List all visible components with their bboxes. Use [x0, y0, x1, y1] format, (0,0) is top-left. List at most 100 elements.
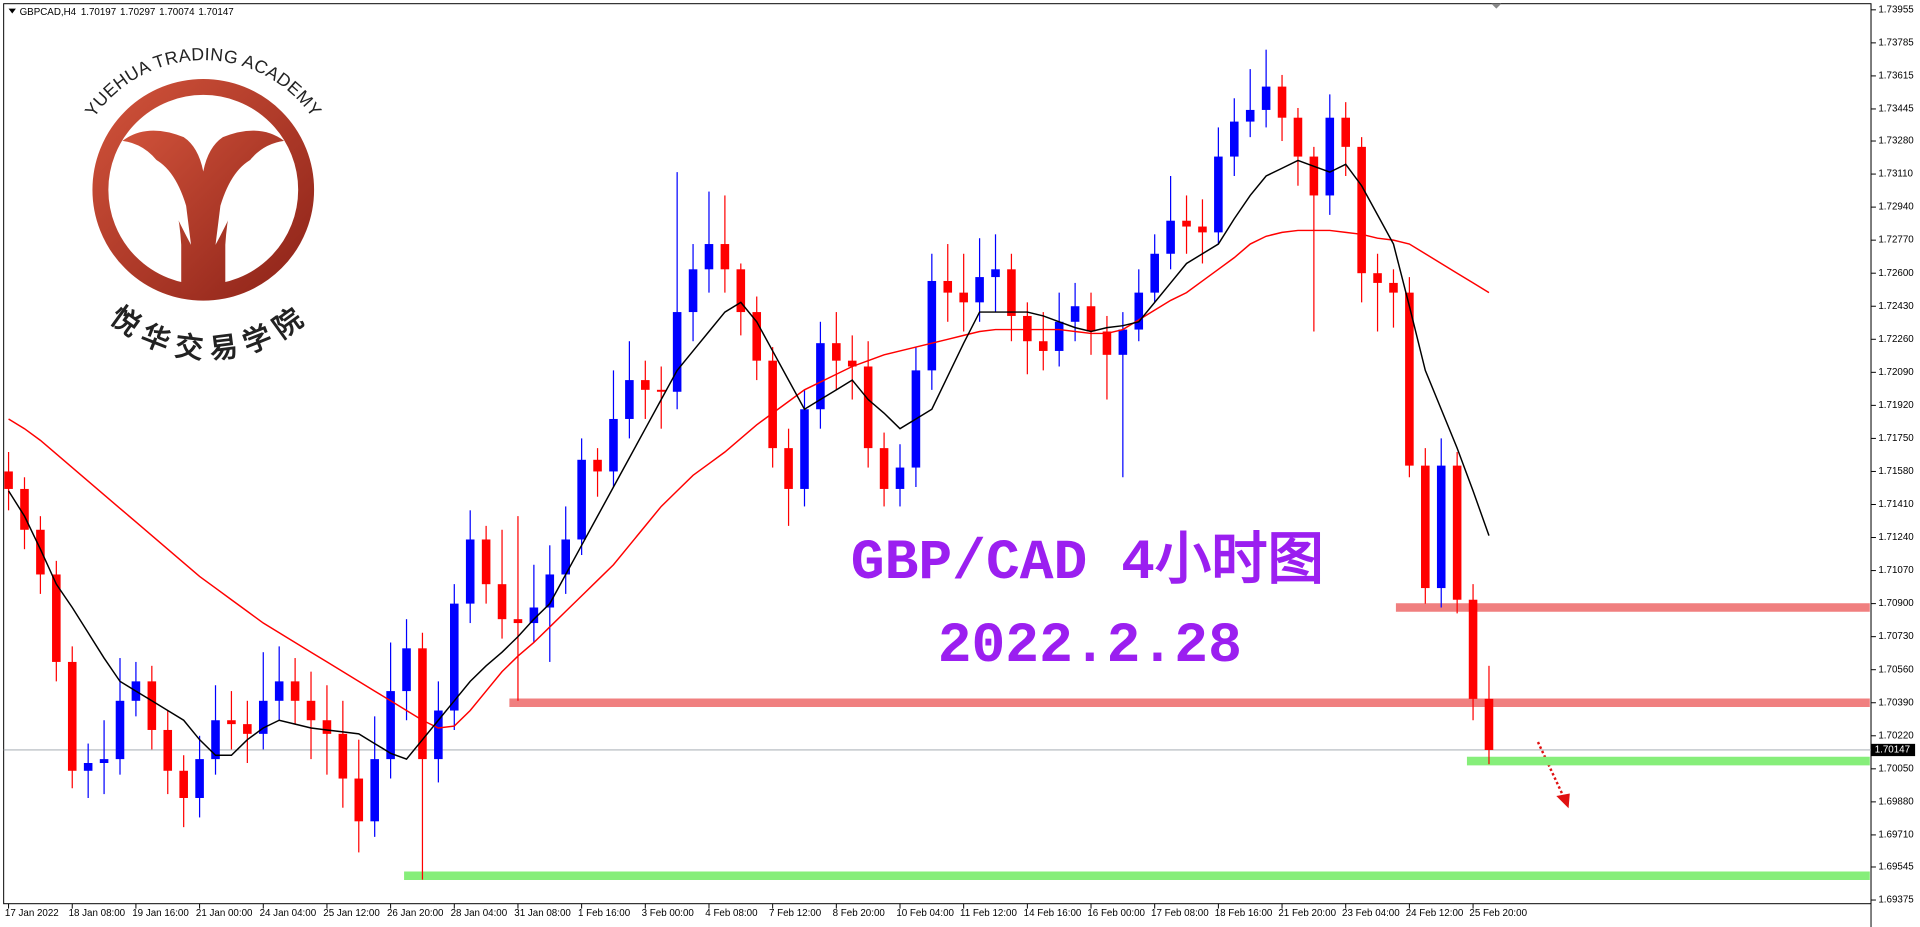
candle-body — [1198, 226, 1207, 233]
candle-body — [625, 380, 634, 419]
x-tick-label: 10 Feb 04:00 — [896, 908, 954, 919]
y-tick-label: 1.71920 — [1878, 400, 1914, 411]
y-tick-label: 1.72600 — [1878, 268, 1914, 279]
candle-body — [688, 269, 698, 313]
arrow-head — [1556, 793, 1570, 809]
candle-body — [211, 720, 220, 760]
x-tick-label: 3 Feb 00:00 — [642, 908, 695, 919]
candle-body — [768, 360, 777, 449]
candle-body — [1293, 117, 1303, 157]
candle-body — [20, 488, 29, 530]
candle-body — [1102, 331, 1112, 355]
candle-body — [1389, 282, 1398, 293]
annotation: 2022.2.28 — [938, 614, 1242, 678]
candle-body — [370, 759, 379, 822]
x-tick-label: 17 Feb 08:00 — [1151, 908, 1209, 919]
candle-body — [450, 603, 459, 711]
y-tick-label: 1.70390 — [1878, 697, 1914, 708]
candle-body — [1373, 273, 1382, 283]
candle-body — [1421, 465, 1430, 589]
candle-body — [1436, 465, 1446, 589]
y-tick-label: 1.73110 — [1878, 169, 1913, 180]
candle-body — [1214, 156, 1223, 233]
x-tick-label: 17 Jan 2022 — [5, 908, 59, 919]
x-tick-label: 4 Feb 08:00 — [705, 908, 758, 919]
candle-body — [1166, 220, 1175, 254]
candle-body — [863, 366, 873, 449]
shift-marker — [1491, 3, 1502, 9]
candle-body — [991, 269, 1000, 278]
header-value: 1.70197 — [81, 7, 116, 18]
price-tag-label: 1.70147 — [1875, 745, 1910, 756]
candle-body — [927, 280, 937, 371]
candle-body — [1150, 253, 1159, 293]
y-tick-label: 1.69880 — [1878, 796, 1914, 807]
candle-body — [1325, 117, 1335, 196]
x-tick-label: 1 Feb 16:00 — [578, 908, 631, 919]
x-tick-label: 16 Feb 00:00 — [1087, 908, 1145, 919]
candle-body — [1261, 86, 1271, 110]
candle-body — [274, 681, 284, 701]
x-tick-label: 14 Feb 16:00 — [1024, 908, 1082, 919]
candle-body — [847, 360, 857, 367]
candle-body — [179, 770, 188, 798]
candle-body — [1245, 109, 1255, 122]
x-tick-label: 31 Jan 08:00 — [514, 908, 571, 919]
y-tick-label: 1.71240 — [1878, 532, 1914, 543]
y-tick-label: 1.73280 — [1878, 136, 1914, 147]
x-tick-label: 24 Jan 04:00 — [260, 908, 317, 919]
x-tick-label: 21 Jan 00:00 — [196, 908, 253, 919]
x-tick-label: 7 Feb 12:00 — [769, 908, 822, 919]
x-tick-label: 26 Jan 20:00 — [387, 908, 444, 919]
candle-body — [402, 648, 411, 692]
y-tick-label: 1.73445 — [1878, 104, 1914, 115]
candle-body — [720, 244, 730, 270]
x-tick-label: 28 Jan 04:00 — [451, 908, 508, 919]
x-tick-label: 11 Feb 12:00 — [960, 908, 1017, 919]
candle-body — [418, 648, 427, 760]
candle-body — [975, 277, 984, 303]
candle-body — [497, 584, 507, 620]
candle-body — [322, 720, 332, 734]
candle-body — [290, 681, 300, 701]
y-tick-label: 1.70050 — [1878, 763, 1914, 774]
candle-body — [1309, 156, 1319, 196]
candle-body — [529, 607, 539, 624]
candle-body — [1357, 146, 1366, 274]
candle-body — [672, 312, 682, 392]
candle-body — [386, 691, 395, 760]
candle-body — [641, 380, 650, 390]
candle-body — [243, 724, 252, 734]
candle-body — [52, 574, 61, 662]
y-tick-label: 1.73955 — [1878, 4, 1914, 15]
y-tick-label: 1.70730 — [1878, 631, 1914, 642]
y-tick-label: 1.69710 — [1878, 830, 1914, 841]
candle-body — [895, 467, 905, 489]
candle-body — [338, 733, 348, 779]
candle-body — [1038, 341, 1048, 351]
candle-body — [816, 343, 825, 410]
candle-body — [943, 280, 953, 293]
x-tick-label: 8 Feb 20:00 — [833, 908, 886, 919]
candle-body — [465, 539, 475, 604]
y-tick-label: 1.71750 — [1878, 433, 1914, 444]
moving-average — [8, 229, 1490, 729]
candle-body — [67, 661, 77, 771]
header-values: 1.70197 1.70297 1.70074 1.70147 — [81, 7, 234, 18]
candle-body — [561, 539, 570, 575]
y-tick-label: 1.73785 — [1878, 37, 1914, 48]
candle-body — [832, 343, 841, 361]
candle-body — [1118, 329, 1128, 355]
candle-body — [163, 729, 173, 771]
x-tick-label: 21 Feb 20:00 — [1278, 908, 1336, 919]
candle-body — [513, 619, 523, 624]
candle-body — [656, 389, 666, 392]
candle-body — [1452, 465, 1462, 600]
y-tick-label: 1.73615 — [1878, 71, 1914, 82]
y-tick-label: 1.71410 — [1878, 499, 1914, 510]
y-tick-label: 1.70560 — [1878, 664, 1914, 675]
candle-body — [736, 269, 746, 313]
candle-body — [36, 529, 45, 575]
